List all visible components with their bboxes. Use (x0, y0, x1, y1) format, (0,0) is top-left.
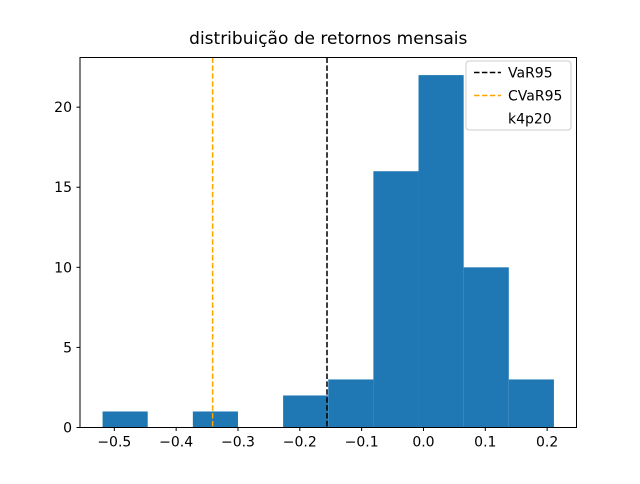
y-tick-label: 10 (54, 260, 72, 276)
legend-label: VaR95 (508, 66, 553, 82)
hist-bar (283, 395, 329, 428)
x-tick-label: −0.1 (345, 435, 379, 451)
x-tick-label: 0.1 (474, 435, 496, 451)
x-tick-label: 0.2 (536, 435, 558, 451)
hist-bar (373, 171, 419, 428)
y-tick-label: 0 (63, 421, 72, 437)
hist-bar (508, 379, 554, 428)
y-tick-label: 15 (54, 180, 72, 196)
hist-bar (328, 379, 374, 428)
x-tick-label: −0.3 (221, 435, 255, 451)
hist-bar (418, 75, 464, 428)
y-tick-label: 5 (63, 340, 72, 356)
x-tick-label: −0.5 (97, 435, 131, 451)
x-tick-label: −0.4 (159, 435, 193, 451)
hist-bar (463, 267, 509, 428)
legend-box (465, 60, 572, 131)
y-tick-label: 20 (54, 100, 72, 116)
x-tick-label: −0.2 (283, 435, 317, 451)
chart-title: distribuição de retornos mensais (189, 29, 467, 49)
legend-label: k4p20 (508, 112, 552, 128)
plot-border (79, 57, 577, 428)
legend-label: CVaR95 (508, 89, 562, 105)
x-tick-label: 0.0 (412, 435, 434, 451)
hist-bar (192, 411, 238, 428)
hist-bar (102, 411, 148, 428)
